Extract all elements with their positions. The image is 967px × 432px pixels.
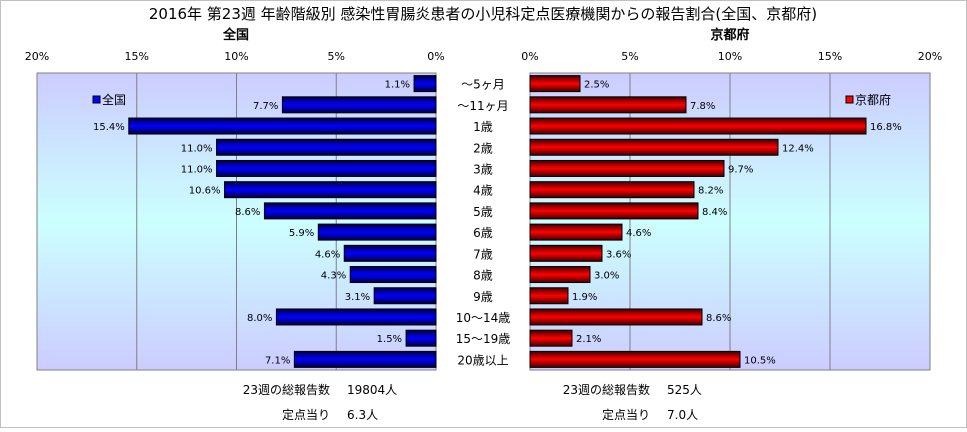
category-label: 4歳 — [473, 184, 493, 198]
data-label: 3.0% — [594, 271, 619, 282]
category-label: 9歳 — [473, 290, 493, 304]
footer-per-label: 定点当り — [602, 407, 650, 422]
data-label: 12.4% — [782, 143, 814, 154]
footer-total-value: 525人 — [667, 383, 702, 397]
footer-per-label: 定点当り — [282, 407, 330, 422]
category-label: 6歳 — [473, 226, 493, 240]
data-label: 8.6% — [235, 207, 260, 218]
legend-label: 京都府 — [855, 92, 891, 107]
bar — [413, 75, 437, 93]
data-label: 7.8% — [690, 101, 715, 112]
bar — [529, 75, 581, 93]
data-label: 8.2% — [698, 186, 723, 197]
data-label: 8.6% — [706, 313, 731, 324]
footer-per-value: 7.0人 — [667, 408, 698, 422]
data-label: 1.9% — [572, 292, 597, 303]
data-label: 1.5% — [377, 334, 402, 345]
x-tick-label: 0% — [427, 50, 444, 63]
category-label: 3歳 — [473, 162, 493, 176]
x-tick-label: 20% — [918, 50, 942, 63]
bar — [373, 287, 437, 305]
data-label: 8.4% — [702, 207, 727, 218]
category-label: 10～14歳 — [456, 311, 511, 325]
chart-title: 2016年 第23週 年齢階級別 感染性胃腸炎患者の小児科定点医療機関からの報告… — [149, 5, 817, 23]
data-label: 2.5% — [584, 80, 609, 91]
category-label: 8歳 — [473, 269, 493, 283]
data-label: 8.0% — [247, 313, 272, 324]
bar — [529, 181, 695, 199]
bar — [263, 202, 437, 220]
x-tick-label: 20% — [25, 50, 49, 63]
data-label: 10.6% — [189, 186, 221, 197]
x-tick-label: 0% — [521, 50, 538, 63]
bar — [529, 159, 725, 177]
bar — [529, 266, 591, 284]
category-label: 7歳 — [473, 247, 493, 261]
x-tick-label: 15% — [818, 50, 842, 63]
bar — [529, 223, 623, 241]
data-label: 2.1% — [576, 334, 601, 345]
legend-label: 全国 — [102, 92, 126, 107]
category-label: ～5ヶ月 — [461, 78, 505, 92]
footer-total-label: 23週の総報告数 — [563, 382, 650, 397]
data-label: 9.7% — [728, 164, 753, 175]
footer-per-value: 6.3人 — [347, 408, 378, 422]
bar — [529, 117, 867, 135]
bar — [216, 138, 437, 156]
bar — [529, 138, 779, 156]
bar — [128, 117, 437, 135]
bar — [529, 329, 573, 347]
data-label: 4.3% — [321, 271, 346, 282]
category-label: ～11ヶ月 — [457, 99, 508, 113]
bar — [405, 329, 437, 347]
category-label: 1歳 — [473, 120, 493, 134]
panel-title: 全国 — [222, 27, 249, 43]
bar — [529, 96, 687, 114]
bar — [529, 308, 703, 326]
data-label: 5.9% — [289, 228, 314, 239]
category-label: 15～19歳 — [456, 332, 511, 346]
category-label: 2歳 — [473, 141, 493, 155]
bar — [343, 244, 437, 262]
bar — [216, 159, 437, 177]
x-tick-label: 10% — [224, 50, 248, 63]
data-label: 1.1% — [385, 80, 410, 91]
panel-title: 京都府 — [710, 27, 749, 43]
data-label: 10.5% — [744, 355, 776, 366]
data-label: 3.1% — [345, 292, 370, 303]
bar — [529, 287, 569, 305]
data-label: 4.6% — [315, 249, 340, 260]
data-label: 3.6% — [606, 249, 631, 260]
data-label: 11.0% — [181, 164, 213, 175]
data-label: 11.0% — [181, 143, 213, 154]
bar — [529, 350, 741, 368]
data-label: 15.4% — [93, 122, 125, 133]
bar — [275, 308, 437, 326]
legend-swatch — [845, 95, 854, 104]
category-label: 5歳 — [473, 205, 493, 219]
footer-total-value: 19804人 — [347, 383, 397, 397]
bar — [317, 223, 437, 241]
x-tick-label: 5% — [621, 50, 638, 63]
legend-swatch — [92, 95, 101, 104]
data-label: 16.8% — [870, 122, 902, 133]
bar — [529, 202, 699, 220]
x-tick-label: 10% — [718, 50, 742, 63]
bar — [349, 266, 437, 284]
footer-total-label: 23週の総報告数 — [243, 382, 330, 397]
bar — [224, 181, 437, 199]
data-label: 4.6% — [626, 228, 651, 239]
x-tick-label: 15% — [125, 50, 149, 63]
bar — [293, 350, 437, 368]
bar — [281, 96, 437, 114]
category-label: 20歳以上 — [457, 353, 508, 367]
bar — [529, 244, 603, 262]
x-tick-label: 5% — [328, 50, 345, 63]
data-label: 7.7% — [253, 101, 278, 112]
data-label: 7.1% — [265, 355, 290, 366]
